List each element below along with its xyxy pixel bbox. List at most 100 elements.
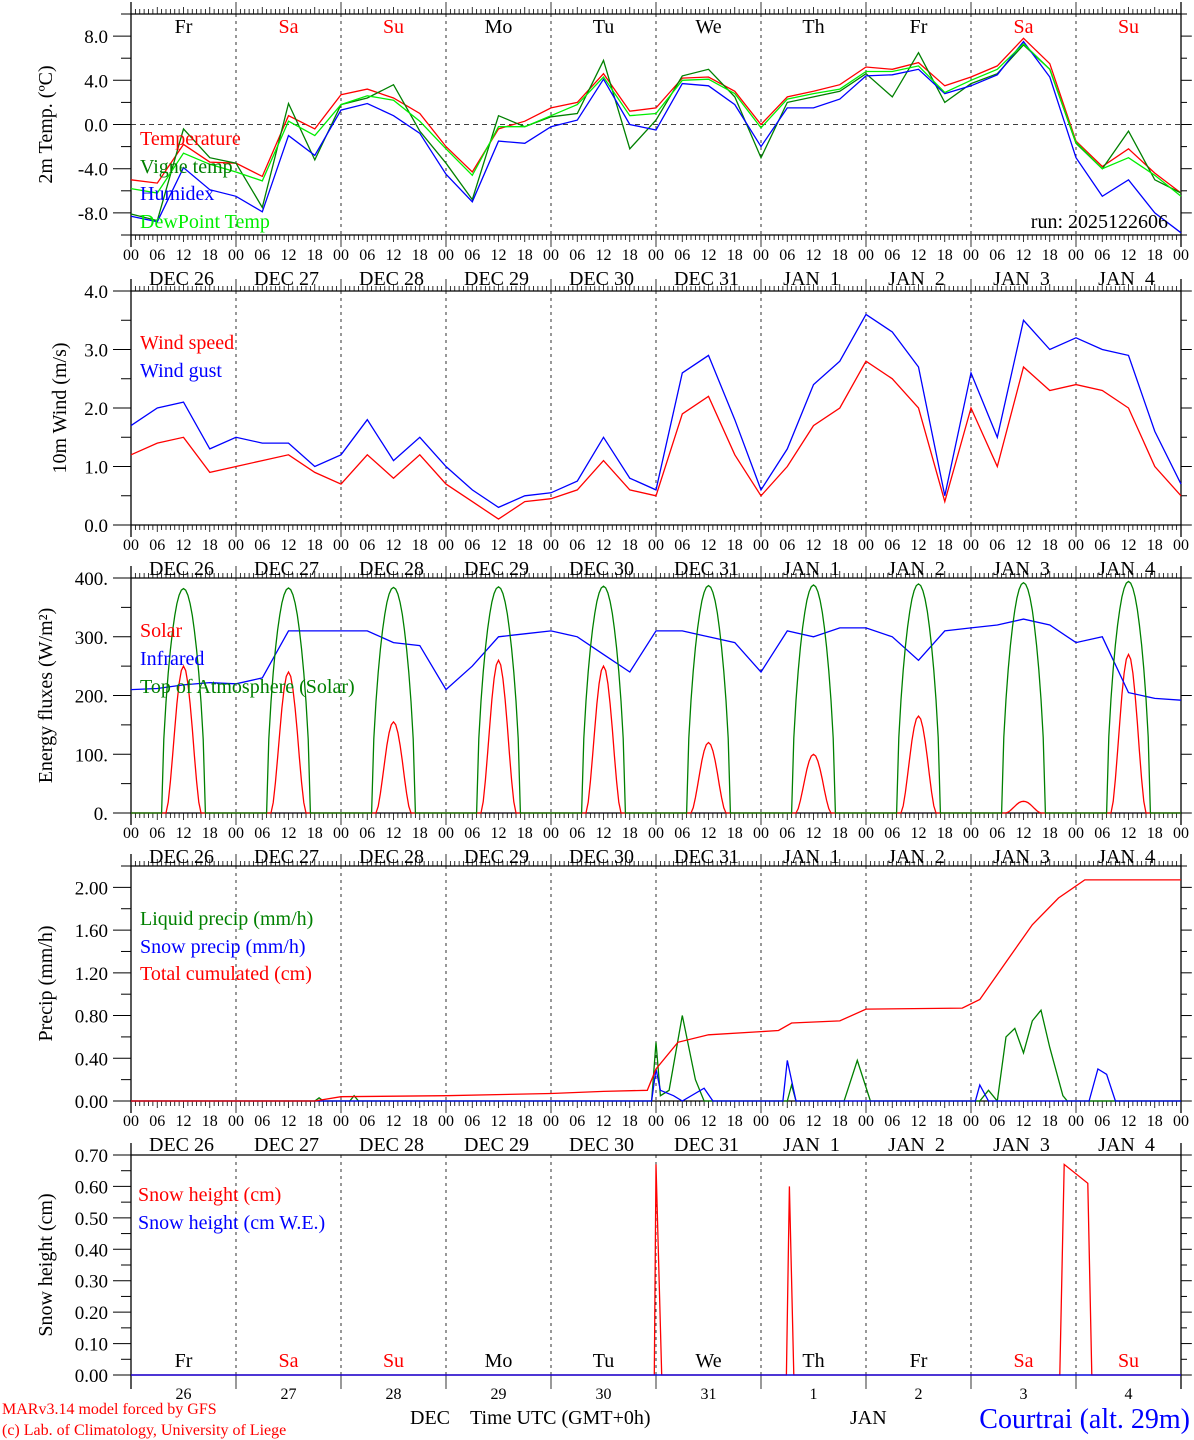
x-hour-label: 18	[1042, 247, 1058, 264]
x-hour-label: 06	[1094, 247, 1110, 264]
x-hour-label: 06	[1094, 1113, 1110, 1130]
x-hour-label: 00	[753, 825, 769, 842]
y-tick-label: 0.00	[75, 1366, 108, 1387]
x-hour-label: 12	[806, 247, 822, 264]
legend-label: Solar	[140, 620, 183, 642]
y-tick-label: 0.70	[75, 1146, 108, 1167]
x-hour-label: 00	[858, 825, 874, 842]
weekday-label: Fr	[910, 16, 928, 38]
x-hour-label: 12	[281, 537, 297, 554]
x-hour-label: 06	[569, 1113, 585, 1130]
panel-precip	[113, 854, 1192, 1113]
x-hour-label: 00	[333, 537, 349, 554]
x-date-label: JAN 3	[993, 268, 1050, 290]
legend-label: Snow height (cm)	[138, 1184, 281, 1206]
series-line-snow-height-cm-	[131, 1163, 1181, 1376]
x-hour-label: 06	[779, 537, 795, 554]
x-hour-label: 06	[884, 247, 900, 264]
x-hour-label: 18	[937, 247, 953, 264]
x-hour-label: 06	[674, 1113, 690, 1130]
x-hour-label: 18	[937, 537, 953, 554]
x-hour-label: 18	[307, 247, 323, 264]
x-date-label: DEC 29	[464, 268, 529, 290]
x-hour-label: 06	[779, 247, 795, 264]
x-hour-label: 12	[386, 247, 402, 264]
x-hour-label: 00	[1068, 537, 1084, 554]
x-hour-label: 18	[937, 1113, 953, 1130]
x-date-label: DEC 28	[359, 268, 424, 290]
legend-label: Snow height (cm W.E.)	[138, 1212, 325, 1234]
x-date-label: DEC 27	[254, 846, 319, 868]
x-hour-label: 00	[543, 537, 559, 554]
x-hour-label: 18	[412, 247, 428, 264]
legend-label: Liquid precip (mm/h)	[140, 908, 313, 930]
x-date-label: DEC 26	[149, 268, 214, 290]
x-hour-label: 06	[149, 825, 165, 842]
x-hour-label: 06	[674, 247, 690, 264]
legend-label: DewPoint Temp	[140, 211, 270, 233]
x-hour-label: 12	[1121, 537, 1137, 554]
y-tick-label: 300.	[75, 628, 108, 649]
x-date-label: JAN 3	[993, 558, 1050, 580]
legend-label: Temperature	[140, 128, 241, 150]
lab-credit: (c) Lab. of Climatology, University of L…	[2, 1422, 286, 1439]
weekday-label: Su	[1118, 16, 1139, 38]
x-date-label: JAN 2	[888, 1134, 945, 1156]
x-hour-label: 12	[1016, 537, 1032, 554]
x-hour-label: 06	[359, 1113, 375, 1130]
y-axis-label: 10m Wind (m/s)	[49, 342, 71, 473]
x-hour-label: 12	[911, 537, 927, 554]
y-tick-label: 400.	[75, 569, 108, 590]
x-hour-label: 12	[701, 537, 717, 554]
x-hour-label: 18	[832, 825, 848, 842]
legend-label: Snow precip (mm/h)	[140, 936, 306, 958]
x-hour-label: 00	[228, 1113, 244, 1130]
x-hour-label: 06	[464, 825, 480, 842]
x-hour-label: 06	[149, 1113, 165, 1130]
x-hour-label: 00	[123, 825, 139, 842]
x-hour-label: 06	[254, 825, 270, 842]
y-axis-label: Snow height (cm)	[35, 1193, 57, 1336]
y-tick-label: 0.80	[75, 1007, 108, 1028]
x-hour-label: 06	[254, 1113, 270, 1130]
x-hour-label: 18	[937, 825, 953, 842]
x-hour-label: 12	[911, 247, 927, 264]
x-hour-label: 06	[779, 1113, 795, 1130]
x-hour-label: 00	[648, 247, 664, 264]
series-line-humidex	[130, 40, 1182, 234]
weekday-label: Fr	[175, 1350, 193, 1372]
x-hour-label: 18	[202, 537, 218, 554]
x-hour-label: 00	[438, 247, 454, 264]
x-hour-label: 00	[753, 537, 769, 554]
x-hour-label: 12	[911, 1113, 927, 1130]
x-hour-label: 18	[622, 247, 638, 264]
panel-temp	[113, 2, 1192, 247]
series-line-infrared	[130, 618, 1182, 701]
x-date-label: DEC 26	[149, 558, 214, 580]
x-hour-label: 18	[202, 1113, 218, 1130]
legend-label: Infrared	[140, 648, 204, 670]
x-hour-label: 18	[412, 1113, 428, 1130]
x-hour-label: 00	[123, 247, 139, 264]
x-hour-label: 00	[228, 825, 244, 842]
x-hour-label: 00	[1068, 247, 1084, 264]
series-line-top-of-atmosphere-solar-	[131, 580, 1181, 814]
weekday-label: Mo	[485, 16, 513, 38]
series-line-temperature	[130, 37, 1182, 194]
x-hour-label: 00	[543, 247, 559, 264]
y-tick-label: 2.00	[75, 878, 108, 899]
y-tick-label: 0.60	[75, 1177, 108, 1198]
x-hour-label: 06	[149, 537, 165, 554]
series-line-dewpoint-temp	[130, 42, 1182, 197]
x-date-label: JAN 1	[783, 268, 840, 290]
x-hour-label: 18	[412, 825, 428, 842]
weekday-label: Mo	[485, 1350, 513, 1372]
x-hour-label: 06	[1094, 537, 1110, 554]
x-date-label: JAN 2	[888, 846, 945, 868]
x-hour-label: 00	[333, 1113, 349, 1130]
x-date-label: DEC 29	[464, 558, 529, 580]
x-hour-label: 12	[386, 825, 402, 842]
x-hour-label: 00	[333, 825, 349, 842]
x-hour-label: 06	[989, 825, 1005, 842]
